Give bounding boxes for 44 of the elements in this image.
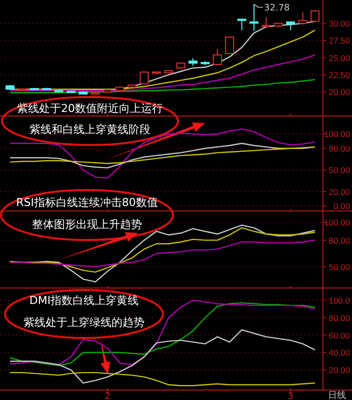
candlestick <box>250 4 258 32</box>
annotation: 紫线处于上穿绿线的趋势 <box>24 316 144 329</box>
y-tick-label: 100.00 <box>324 129 350 140</box>
y-tick-label: 80.00 <box>328 235 350 246</box>
y-tick-label: 25.00 <box>328 52 350 63</box>
candlestick <box>310 10 320 22</box>
line-series <box>9 240 316 268</box>
annotation: 整体图形出现上升趋势 <box>32 218 142 231</box>
line-series <box>9 79 316 94</box>
y-tick-label: 80.00 <box>328 312 350 323</box>
line-series <box>9 146 316 164</box>
candlestick <box>140 70 149 85</box>
line-series <box>9 54 316 92</box>
x-tick-label: 2 <box>104 392 110 400</box>
annotation: 紫线和白线上穿黄线阶段 <box>30 123 150 136</box>
annotation: 32.78 <box>264 3 290 14</box>
y-tick-label: 20.00 <box>328 186 350 197</box>
candlestick <box>225 36 234 55</box>
annotation: 紫线处于20数值附近向上运行 <box>17 102 163 115</box>
y-tick-label: 50.00 <box>328 262 350 272</box>
y-tick-label: 50.00 <box>328 165 350 176</box>
line-series <box>9 329 316 384</box>
candlestick <box>212 48 222 66</box>
y-tick-label: 100.0 <box>328 295 350 306</box>
y-tick-label: 60.00 <box>328 330 350 340</box>
line-series <box>9 30 316 90</box>
annotation: DMI指数白线上穿黄线 <box>29 294 139 307</box>
y-tick-label: 100.00 <box>324 218 350 228</box>
y-tick-label: 27.50 <box>328 36 350 46</box>
candlestick <box>237 18 246 31</box>
line-series <box>9 142 316 168</box>
annotation: RSI指标白线连续冲击80数值 <box>16 196 158 209</box>
y-tick-label: 30.00 <box>328 18 350 29</box>
x-tick-label: 3 <box>288 392 294 400</box>
line-series <box>9 372 316 386</box>
y-tick-label: 80.00 <box>328 144 350 154</box>
y-tick-label: 0.00 <box>333 201 350 212</box>
y-tick-label: 20.00 <box>328 365 350 376</box>
x-axis-title: 日线 <box>328 390 346 400</box>
y-tick-label: 20.00 <box>328 87 350 98</box>
y-tick-label: 22.50 <box>328 70 350 80</box>
candlestick <box>262 16 271 29</box>
y-tick-label: 40.00 <box>328 348 350 358</box>
candlestick <box>298 12 308 26</box>
